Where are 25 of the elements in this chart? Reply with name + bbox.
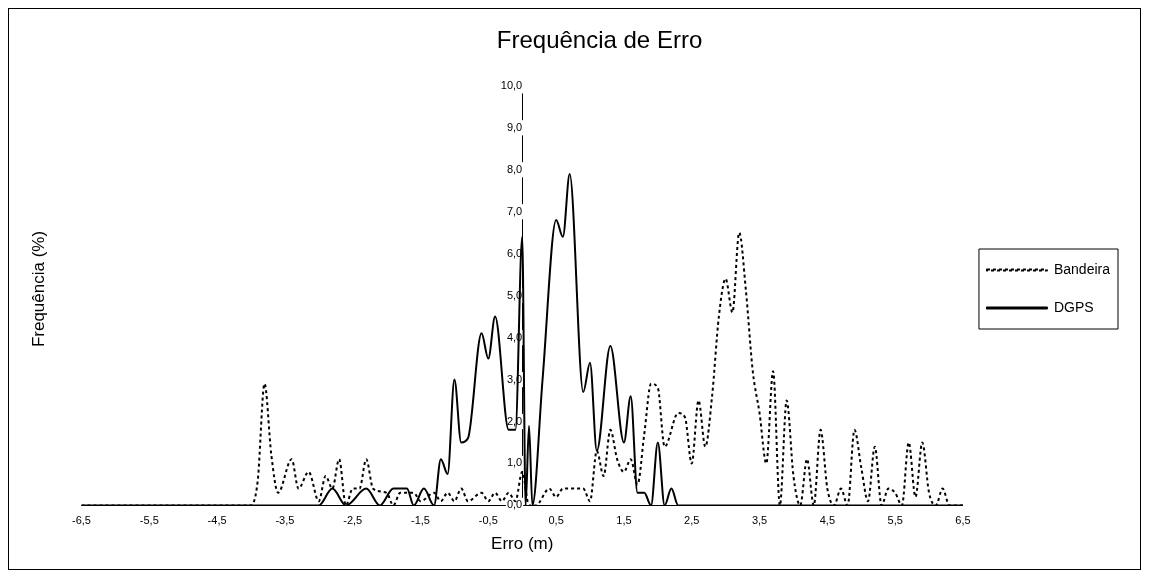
x-tick-label: -2,5 (343, 514, 363, 527)
x-tick-label: 4,5 (819, 514, 835, 527)
legend-label: DGPS (1053, 298, 1094, 315)
x-tick-label: 3,5 (751, 514, 768, 527)
x-tick-label: 6,5 (955, 514, 971, 527)
y-tick-label: 9,0 (506, 120, 523, 133)
y-tick-label: 0,0 (506, 498, 523, 511)
x-tick-label: -3,5 (275, 514, 295, 527)
x-tick-label: 1,5 (616, 514, 632, 527)
y-axis-title: Frequência (%) (29, 230, 49, 348)
x-tick-label: -6,5 (71, 514, 91, 527)
y-tick-label: 7,0 (506, 204, 523, 217)
y-tick-label: 1,0 (506, 456, 523, 469)
x-tick-label: -0,5 (478, 514, 498, 527)
x-tick-label: -5,5 (139, 514, 159, 527)
y-tick-label: 8,0 (506, 162, 523, 175)
x-tick-label: 0,5 (548, 514, 564, 527)
chart-title: Frequência de Erro (496, 26, 703, 54)
legend-label: Bandeira (1053, 260, 1111, 277)
x-tick-label: 5,5 (887, 514, 903, 527)
x-tick-label: 2,5 (684, 514, 700, 527)
x-axis-title: Erro (m) (491, 534, 554, 554)
x-tick-label: -4,5 (207, 514, 227, 527)
y-tick-label: 10,0 (500, 78, 523, 91)
x-tick-label: -1,5 (411, 514, 430, 527)
